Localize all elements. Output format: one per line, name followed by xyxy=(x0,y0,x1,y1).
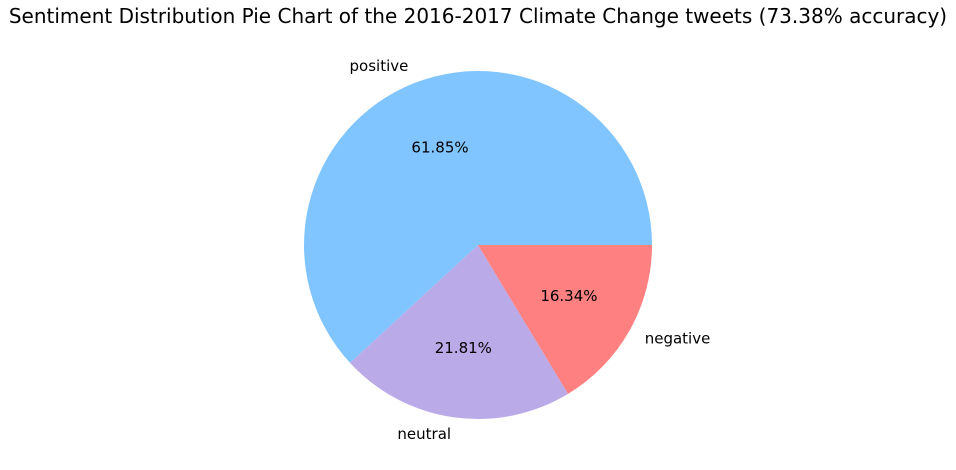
slice-label-positive: positive xyxy=(350,57,409,75)
pct-label-negative: 16.34% xyxy=(540,287,597,305)
pie-slice-positive xyxy=(303,70,652,363)
slice-label-neutral: neutral xyxy=(397,425,451,443)
slice-label-negative: negative xyxy=(645,329,711,347)
pie-slices xyxy=(303,70,652,420)
pie-slice-neutral xyxy=(350,245,569,420)
chart-title: Sentiment Distribution Pie Chart of the … xyxy=(9,4,947,28)
pie-labels: positive 61.85% neutral 21.81% negative 16.34… xyxy=(350,57,711,443)
pct-label-neutral: 21.81% xyxy=(435,339,492,357)
pie-slice-negative xyxy=(478,245,652,394)
pct-label-positive: 61.85% xyxy=(411,138,468,156)
